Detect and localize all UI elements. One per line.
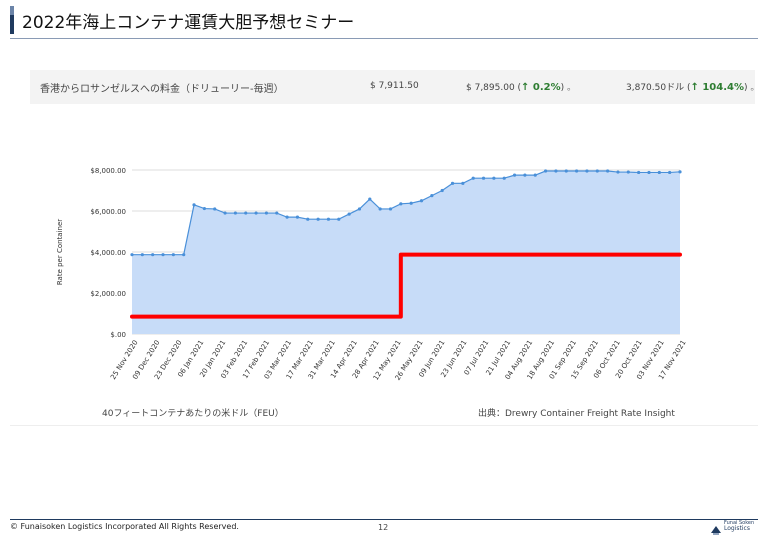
y-tick-label: $8,000.00 [90,167,126,175]
route-label: 香港からロサンゼルスへの料金（ドリューリー-毎週） [40,84,284,95]
suffix-mark-2: 。 [750,83,760,93]
data-point [492,176,496,180]
data-point [285,215,289,219]
y-tick-label: $.00 [110,331,126,339]
data-point [616,170,620,174]
year-ago-price: 3,870.50ドル [626,83,685,93]
footer-divider [10,519,758,520]
rate-summary-panel: 香港からロサンゼルスへの料金（ドリューリー-毎週） $ 7,911.50 $ 7… [30,70,759,104]
data-point [357,207,362,211]
data-point [512,173,517,177]
data-point [378,207,382,211]
data-point [575,169,579,173]
data-point [295,215,300,219]
data-point [637,170,641,175]
data-point [585,169,589,173]
title-accent-highlight [10,6,14,15]
data-point [233,211,237,215]
current-price: $ 7,911.50 [370,81,419,91]
data-point [337,217,341,221]
data-point [523,173,527,177]
data-point [316,217,320,221]
data-point [409,201,413,205]
data-point [275,211,279,215]
data-point [306,217,310,221]
previous-price: $ 7,895.00 [466,83,515,93]
data-point [668,170,672,175]
data-point [543,169,548,173]
logo-icon [711,526,721,535]
data-point [450,181,455,185]
y-tick-label: $6,000.00 [90,208,126,216]
data-point [368,197,372,201]
chart-svg: $.00 $2,000.00 $4,000.00 $6,000.00 $8,000.00… [56,167,688,382]
data-point [388,207,393,211]
data-point [647,170,651,175]
data-point [678,170,682,174]
previous-price-group: $ 7,895.00 (↑ 0.2%) 。 [466,82,577,93]
data-point [223,211,227,215]
y-tick-label: $4,000.00 [90,249,126,257]
data-point [554,169,558,173]
data-point [151,253,155,257]
note-divider [10,425,758,426]
data-point [533,173,537,177]
data-point [502,176,506,180]
data-point [171,253,175,257]
rate-area [132,171,680,334]
logo-line-1: Funai Soken [724,520,755,526]
freight-rate-chart: $.00 $2,000.00 $4,000.00 $6,000.00 $8,000.00… [0,150,768,390]
weekly-change: ↑ 0.2% [521,82,561,93]
data-point [213,207,217,211]
year-ago-group: 3,870.50ドル (↑ 104.4%) 。 [626,82,760,93]
data-point [202,206,206,211]
title-accent-bar [10,6,14,34]
data-point [606,169,610,173]
data-point [657,170,661,175]
y-tick-label: $2,000.00 [90,290,126,298]
page-number: 12 [378,523,389,532]
data-point [244,211,248,215]
data-point [347,212,351,216]
data-point [481,176,486,180]
data-point [161,253,165,257]
rate-line [132,170,681,256]
data-point [140,253,144,257]
yearly-change: ↑ 104.4% [690,82,744,93]
data-point [264,211,269,215]
data-point [399,202,403,206]
suffix-mark: 。 [567,83,577,93]
year-ago-step-line [130,252,682,319]
copyright-text: © Funaisoken Logistics Incorporated All … [10,522,239,531]
data-point [626,170,630,174]
data-point [440,188,444,193]
data-point [471,176,475,180]
data-point [192,203,196,207]
data-point [130,253,134,257]
data-point [564,169,568,173]
data-point [419,199,424,203]
logo-line-2: Logistics [724,525,750,532]
source-note: 出典：Drewry Container Freight Rate Insight [478,409,675,419]
company-logo: Funai Soken Logistics [710,520,762,535]
data-point [326,217,331,221]
data-point [182,253,186,257]
data-point [254,211,258,215]
unit-note: 40フィートコンテナあたりの米ドル（FEU） [102,409,284,419]
title-divider [10,38,758,39]
page-title: 2022年海上コンテナ運賃大胆予想セミナー [22,13,355,33]
data-point [461,181,465,185]
y-axis-label: Rate per Container [56,219,64,285]
data-point [430,194,434,198]
data-point [595,169,599,173]
